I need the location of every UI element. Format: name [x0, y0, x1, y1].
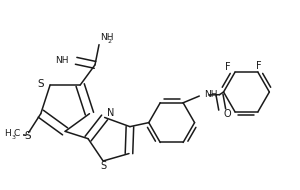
Text: S: S: [100, 161, 107, 171]
Text: NH: NH: [55, 56, 69, 65]
Text: F: F: [256, 61, 262, 71]
Text: NH: NH: [100, 33, 114, 43]
Text: S: S: [24, 131, 31, 141]
Text: O: O: [224, 109, 231, 119]
Text: 3: 3: [11, 135, 15, 140]
Text: C: C: [13, 129, 20, 138]
Text: 2: 2: [107, 39, 111, 44]
Text: N: N: [107, 108, 114, 118]
Text: H: H: [4, 129, 11, 138]
Text: F: F: [225, 62, 231, 72]
Text: S: S: [38, 79, 44, 89]
Text: NH: NH: [204, 90, 218, 99]
